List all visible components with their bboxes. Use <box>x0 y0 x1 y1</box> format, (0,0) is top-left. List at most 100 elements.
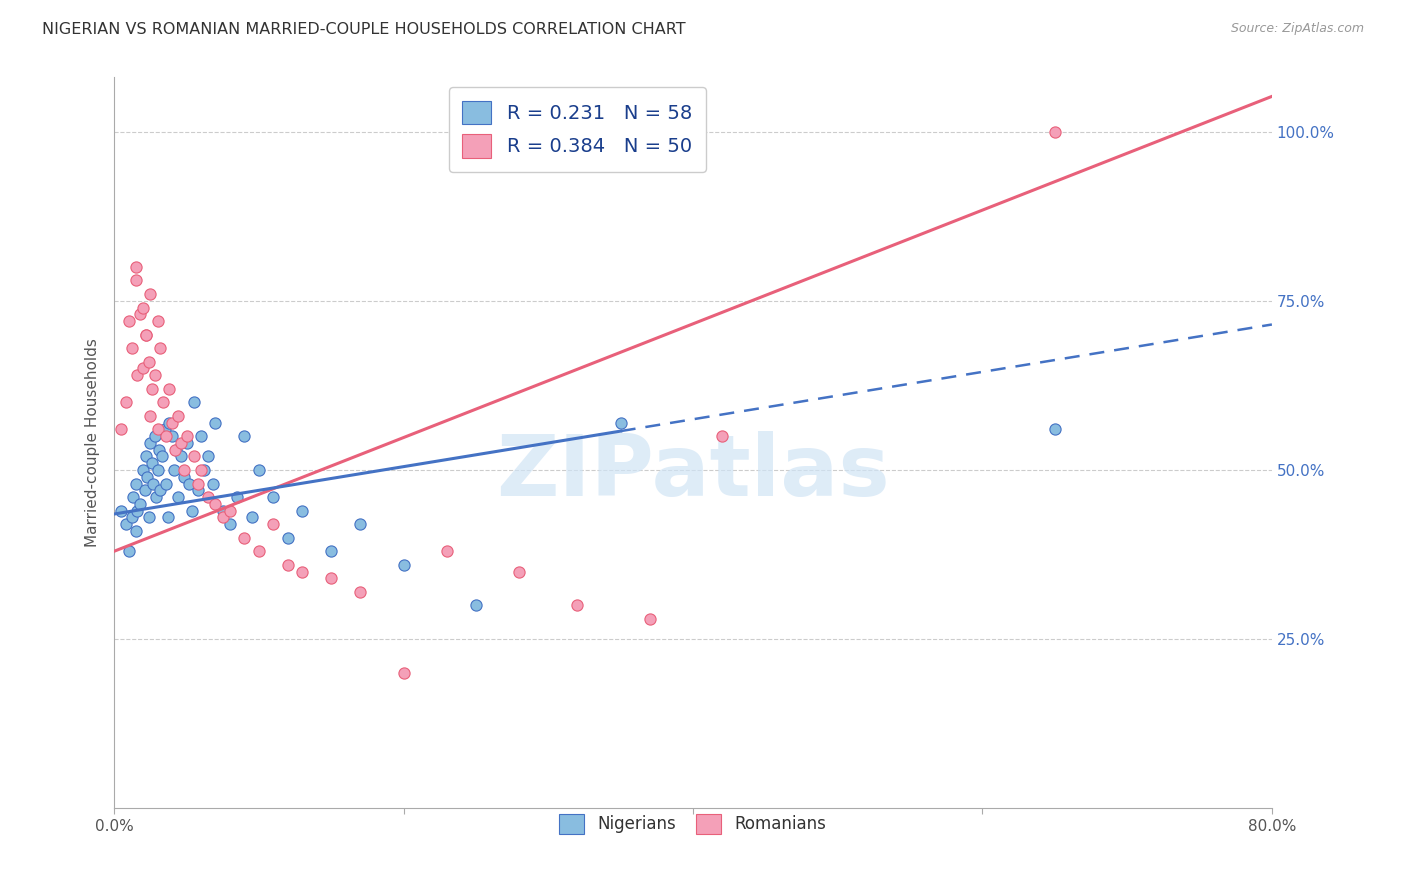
Point <box>233 429 256 443</box>
Point <box>262 490 284 504</box>
Point <box>508 565 530 579</box>
Text: Source: ZipAtlas.com: Source: ZipAtlas.com <box>1230 22 1364 36</box>
Point <box>277 531 299 545</box>
Point <box>121 510 143 524</box>
Point <box>160 416 183 430</box>
Point <box>143 429 166 443</box>
Point <box>150 450 173 464</box>
Point <box>167 409 190 423</box>
Point <box>190 429 212 443</box>
Point <box>127 503 149 517</box>
Point <box>141 382 163 396</box>
Point <box>136 470 159 484</box>
Point <box>176 436 198 450</box>
Point <box>132 463 155 477</box>
Point <box>134 483 156 498</box>
Point <box>219 503 242 517</box>
Point <box>193 463 215 477</box>
Point <box>143 368 166 383</box>
Point <box>152 395 174 409</box>
Point <box>247 544 270 558</box>
Y-axis label: Married-couple Households: Married-couple Households <box>86 338 100 548</box>
Point <box>146 463 169 477</box>
Point <box>157 382 180 396</box>
Point <box>125 524 148 538</box>
Point <box>1043 125 1066 139</box>
Point <box>135 450 157 464</box>
Point <box>173 470 195 484</box>
Point <box>211 503 233 517</box>
Point <box>465 599 488 613</box>
Point <box>132 361 155 376</box>
Point <box>125 260 148 274</box>
Point <box>436 544 458 558</box>
Point <box>146 422 169 436</box>
Point <box>349 585 371 599</box>
Point <box>155 429 177 443</box>
Point <box>173 463 195 477</box>
Point <box>142 476 165 491</box>
Point <box>135 327 157 342</box>
Point <box>110 422 132 436</box>
Point <box>148 442 170 457</box>
Point <box>201 476 224 491</box>
Point <box>165 442 187 457</box>
Point <box>638 612 661 626</box>
Point <box>139 287 162 301</box>
Point <box>157 416 180 430</box>
Point <box>291 503 314 517</box>
Point <box>291 565 314 579</box>
Point <box>170 436 193 450</box>
Point <box>129 307 152 321</box>
Point <box>118 544 141 558</box>
Point <box>711 429 734 443</box>
Point <box>321 544 343 558</box>
Point <box>187 476 209 491</box>
Point <box>114 395 136 409</box>
Point <box>139 436 162 450</box>
Point <box>183 450 205 464</box>
Point <box>155 476 177 491</box>
Point <box>197 450 219 464</box>
Point <box>114 517 136 532</box>
Point <box>110 503 132 517</box>
Point <box>122 490 145 504</box>
Point <box>567 599 589 613</box>
Point <box>138 510 160 524</box>
Point <box>183 395 205 409</box>
Point <box>190 463 212 477</box>
Point <box>349 517 371 532</box>
Point <box>145 490 167 504</box>
Point <box>233 531 256 545</box>
Point <box>609 416 631 430</box>
Point <box>392 666 415 681</box>
Point <box>149 483 172 498</box>
Point <box>139 409 162 423</box>
Point <box>176 429 198 443</box>
Point <box>156 510 179 524</box>
Point <box>162 463 184 477</box>
Point <box>187 483 209 498</box>
Point <box>153 422 176 436</box>
Point <box>181 503 204 517</box>
Point <box>118 314 141 328</box>
Point <box>321 571 343 585</box>
Text: NIGERIAN VS ROMANIAN MARRIED-COUPLE HOUSEHOLDS CORRELATION CHART: NIGERIAN VS ROMANIAN MARRIED-COUPLE HOUS… <box>42 22 686 37</box>
Point <box>179 476 201 491</box>
Point <box>127 368 149 383</box>
Text: ZIPatlas: ZIPatlas <box>496 431 890 514</box>
Point <box>135 327 157 342</box>
Point <box>211 510 233 524</box>
Point <box>247 463 270 477</box>
Point <box>125 476 148 491</box>
Point <box>160 429 183 443</box>
Legend: Nigerians, Romanians: Nigerians, Romanians <box>550 804 837 844</box>
Point <box>197 490 219 504</box>
Point <box>204 497 226 511</box>
Point <box>1043 422 1066 436</box>
Point <box>392 558 415 572</box>
Point <box>146 314 169 328</box>
Point <box>132 301 155 315</box>
Point <box>204 416 226 430</box>
Point <box>240 510 263 524</box>
